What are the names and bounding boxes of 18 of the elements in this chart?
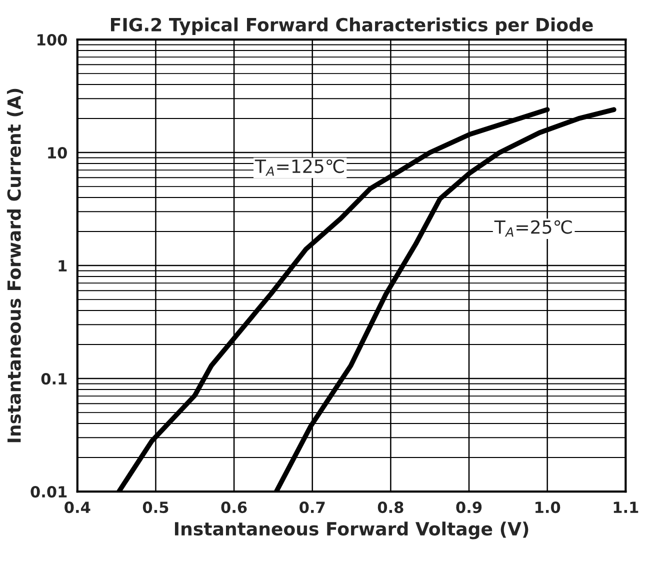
x-axis-title: Instantaneous Forward Voltage (V) (174, 522, 528, 540)
y-tick-label: 100 (38, 34, 67, 46)
y-tick-label: 0.1 (41, 373, 67, 385)
x-tick-label: 1.0 (536, 502, 560, 514)
y-tick-label: 0.01 (30, 486, 67, 498)
series-label: T$_{A}$=125℃ (254, 159, 344, 176)
text: T$_{A}$=25℃ (494, 220, 572, 237)
x-tick-label: 0.6 (221, 502, 247, 514)
x-tick-label: 0.8 (378, 502, 404, 514)
x-tick-label: 0.4 (64, 502, 90, 514)
x-tick-label: 0.9 (456, 502, 482, 514)
x-tick-label: 0.5 (142, 502, 168, 514)
chart-title: FIG.2 Typical Forward Characteristics per Diode (111, 17, 593, 36)
x-tick-label: 0.7 (300, 502, 325, 514)
y-tick-label: 1 (58, 260, 67, 272)
y-tick-label: 10 (48, 147, 67, 159)
x-tick-label: 1.1 (614, 502, 638, 513)
y-axis-title: Instantaneous Forward Current (A) (6, 88, 24, 442)
